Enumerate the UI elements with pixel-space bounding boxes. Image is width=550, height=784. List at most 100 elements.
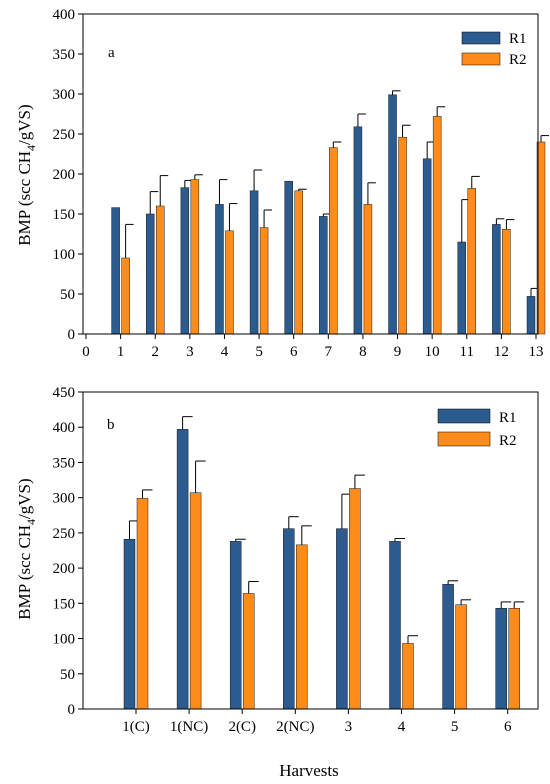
bar-r1 bbox=[176, 429, 189, 710]
x-tick-label: 12 bbox=[494, 344, 509, 360]
bar-r1 bbox=[319, 216, 328, 335]
legend-swatch-r1 bbox=[461, 31, 501, 45]
bar-r1 bbox=[336, 528, 348, 710]
bar-r2 bbox=[329, 147, 338, 335]
x-tick-label: 2(C) bbox=[228, 719, 256, 735]
legend-swatch-r2 bbox=[461, 52, 501, 66]
bar-r2 bbox=[508, 608, 520, 710]
y-tick-label: 300 bbox=[53, 87, 76, 103]
x-tick-label: 9 bbox=[394, 344, 402, 360]
x-tick-label: 7 bbox=[325, 344, 333, 360]
y-tick-label: 350 bbox=[53, 455, 76, 471]
panel-b-legend: R1 R2 bbox=[437, 408, 517, 449]
bar-r2 bbox=[189, 492, 202, 710]
x-tick-label: 5 bbox=[255, 344, 263, 360]
x-tick-label: 1 bbox=[117, 344, 125, 360]
bar-r1 bbox=[388, 94, 397, 335]
y-tick-label: 50 bbox=[60, 287, 75, 303]
bar-r2 bbox=[225, 230, 234, 335]
bar-r1 bbox=[526, 296, 536, 335]
y-tick-label: 450 bbox=[53, 385, 76, 401]
legend-label-r1: R1 bbox=[499, 410, 517, 426]
legend-label-r2: R2 bbox=[509, 52, 527, 68]
legend-label-r2: R2 bbox=[499, 433, 517, 449]
bar-r2 bbox=[190, 179, 200, 335]
legend-swatch-r1 bbox=[437, 408, 491, 424]
bar-r2 bbox=[502, 228, 511, 335]
y-tick-label: 200 bbox=[53, 561, 76, 577]
bar-r1 bbox=[111, 207, 120, 335]
x-tick-label: 4 bbox=[398, 719, 406, 735]
bar-r1 bbox=[123, 538, 136, 710]
y-tick-label: 350 bbox=[53, 47, 76, 63]
x-axis-label: Harvests bbox=[279, 761, 338, 780]
bar-r1 bbox=[495, 608, 507, 710]
y-tick-label: 150 bbox=[53, 207, 76, 223]
panel-b: 0 50 100 150 200 250 300 350 400 450 1(C) 1(NC) 2(C)… bbox=[15, 385, 539, 735]
x-tick-label: 0 bbox=[82, 344, 90, 360]
x-tick-label: 2(NC) bbox=[276, 719, 314, 735]
bar-r2 bbox=[242, 593, 255, 710]
x-tick-label: 1(NC) bbox=[170, 719, 208, 735]
x-tick-label: 6 bbox=[290, 344, 298, 360]
bar-r2 bbox=[259, 227, 269, 335]
x-tick-label: 11 bbox=[460, 344, 474, 360]
bar-r1 bbox=[215, 204, 224, 335]
x-tick-label: 6 bbox=[504, 719, 512, 735]
bar-r2 bbox=[294, 190, 303, 335]
y-tick-label: 100 bbox=[53, 632, 76, 648]
x-tick-label: 8 bbox=[359, 344, 367, 360]
panel-b-y-axis-label: BMP (scc CH4/gVS) bbox=[15, 478, 38, 619]
y-tick-label: 400 bbox=[53, 7, 76, 23]
bar-r1 bbox=[422, 158, 432, 335]
panel-b-label: b bbox=[107, 417, 115, 433]
bar-r2 bbox=[467, 188, 477, 335]
x-tick-label: 1(C) bbox=[122, 719, 150, 735]
bar-r1 bbox=[180, 187, 190, 335]
y-tick-label: 0 bbox=[68, 327, 76, 343]
bar-r2 bbox=[402, 643, 414, 710]
bar-r1 bbox=[145, 213, 155, 335]
bar-r2 bbox=[349, 488, 361, 710]
bar-r1 bbox=[442, 584, 454, 710]
y-tick-label: 300 bbox=[53, 491, 76, 507]
bar-r1 bbox=[492, 224, 501, 335]
y-tick-label: 100 bbox=[53, 247, 76, 263]
x-tick-label: 5 bbox=[451, 719, 459, 735]
legend-swatch-r2 bbox=[437, 431, 491, 447]
panel-a-label: a bbox=[108, 45, 115, 61]
panel-b-axes: 0 50 100 150 200 250 300 350 400 450 1(C) 1(NC) 2(C)… bbox=[53, 385, 539, 735]
x-tick-label: 3 bbox=[345, 719, 353, 735]
x-tick-label: 3 bbox=[186, 344, 194, 360]
x-tick-label: 2 bbox=[151, 344, 159, 360]
y-tick-label: 200 bbox=[53, 167, 76, 183]
y-tick-label: 400 bbox=[53, 420, 76, 436]
bar-r2 bbox=[136, 498, 149, 710]
bar-r1 bbox=[283, 528, 295, 710]
bar-r2 bbox=[121, 257, 130, 335]
legend-label-r1: R1 bbox=[509, 31, 527, 47]
panel-b-bars bbox=[123, 416, 525, 710]
bar-r2 bbox=[155, 205, 165, 335]
y-tick-label: 250 bbox=[53, 127, 76, 143]
y-tick-label: 0 bbox=[68, 702, 76, 718]
y-tick-label: 250 bbox=[53, 526, 76, 542]
bar-r1 bbox=[284, 180, 293, 335]
bar-r1 bbox=[229, 541, 242, 710]
panel-a-bars bbox=[111, 90, 549, 335]
bar-r2 bbox=[296, 544, 308, 710]
bar-r1 bbox=[353, 126, 363, 335]
bar-r1 bbox=[457, 241, 467, 335]
bar-r1 bbox=[389, 541, 401, 710]
panel-a-legend: R1 R2 bbox=[461, 31, 527, 68]
x-tick-label: 4 bbox=[221, 344, 229, 360]
bar-r2 bbox=[398, 136, 407, 335]
plot-frame bbox=[82, 391, 539, 710]
bar-r2 bbox=[432, 116, 442, 335]
x-tick-label: 13 bbox=[529, 344, 544, 360]
x-tick-label: 10 bbox=[425, 344, 440, 360]
bar-r1 bbox=[249, 190, 259, 335]
y-tick-label: 150 bbox=[53, 596, 76, 612]
